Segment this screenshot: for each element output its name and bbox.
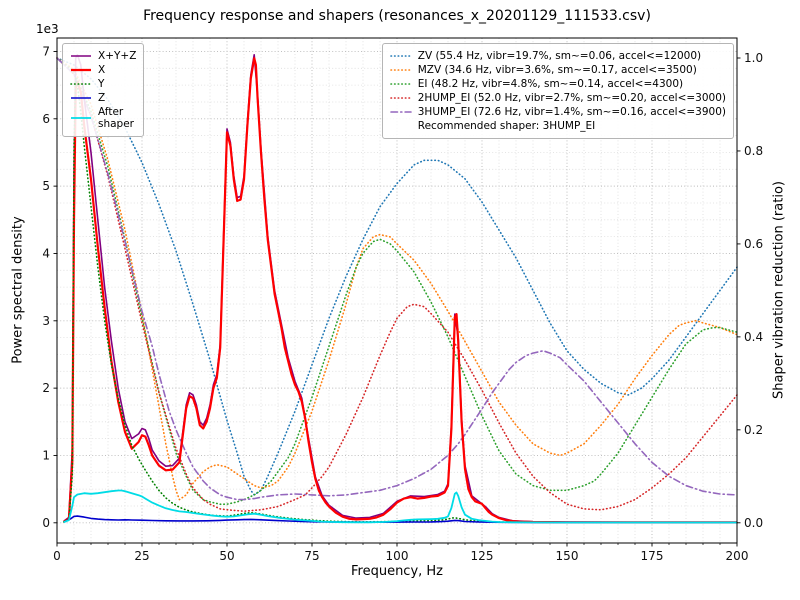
series-ZV bbox=[56, 57, 738, 496]
y-right-tick-label: 0.8 bbox=[744, 144, 763, 158]
legend-row: 3HUMP_EI (72.6 Hz, vibr=1.4%, sm~=0.16, … bbox=[389, 106, 726, 119]
legend-label: MZV (34.6 Hz, vibr=3.6%, sm~=0.17, accel… bbox=[417, 64, 697, 77]
x-tick-label: 150 bbox=[556, 549, 579, 563]
zv-legend-line bbox=[389, 55, 412, 57]
legend-row: EI (48.2 Hz, vibr=4.8%, sm~=0.14, accel<… bbox=[389, 78, 726, 91]
legend-row: X+Y+Z bbox=[70, 50, 136, 62]
y-right-tick-label: 1.0 bbox=[744, 51, 763, 65]
x-y-z-legend-line bbox=[71, 55, 91, 57]
y-right-tick-label: 0.2 bbox=[744, 423, 763, 437]
y-axis-label-right: Shaper vibration reduction (ratio) bbox=[771, 181, 787, 399]
legend-row: Recommended shaper: 3HUMP_EI bbox=[390, 120, 726, 132]
chart-title: Frequency response and shapers (resonanc… bbox=[143, 8, 651, 24]
legend-label: Recommended shaper: 3HUMP_EI bbox=[417, 120, 596, 133]
x-tick-label: 100 bbox=[386, 549, 409, 563]
y-left-tick-label: 5 bbox=[42, 179, 50, 193]
y-left-tick-label: 7 bbox=[42, 44, 50, 58]
legend-label: After shaper bbox=[98, 106, 135, 131]
legend-label: X bbox=[98, 64, 106, 77]
legend-row: 2HUMP_EI (52.0 Hz, vibr=2.7%, sm~=0.20, … bbox=[389, 92, 726, 105]
x-tick-label: 175 bbox=[641, 549, 664, 563]
y-left-tick-label: 0 bbox=[42, 516, 50, 530]
series-After-shaper bbox=[63, 489, 737, 524]
series-3HUMP_EI bbox=[56, 57, 738, 501]
ei-legend-line bbox=[389, 83, 412, 85]
x-tick-label: 0 bbox=[53, 549, 61, 563]
legend-label: 2HUMP_EI (52.0 Hz, vibr=2.7%, sm~=0.20, … bbox=[417, 92, 726, 105]
y-legend-line bbox=[70, 83, 92, 85]
y-left-tick-label: 4 bbox=[42, 246, 50, 260]
2hump_ei-legend-line bbox=[389, 97, 412, 100]
legend-label: Z bbox=[98, 92, 106, 105]
3hump_ei-legend-line bbox=[389, 111, 412, 114]
x-legend-line bbox=[71, 68, 91, 72]
mzv-legend-line bbox=[389, 69, 412, 71]
legend-label: 3HUMP_EI (72.6 Hz, vibr=1.4%, sm~=0.16, … bbox=[417, 106, 726, 119]
legend-shapers: ZV (55.4 Hz, vibr=19.7%, sm~=0.06, accel… bbox=[381, 43, 734, 140]
legend-row: Z bbox=[70, 92, 136, 104]
x-tick-label: 50 bbox=[219, 549, 234, 563]
y-left-tick-label: 6 bbox=[42, 112, 50, 126]
y-axis-label-left: Power spectral density bbox=[10, 216, 26, 364]
x-axis-label: Frequency, Hz bbox=[350, 564, 444, 579]
legend-label: ZV (55.4 Hz, vibr=19.7%, sm~=0.06, accel… bbox=[417, 50, 702, 62]
legend-row: Y bbox=[70, 78, 136, 90]
legend-row: X bbox=[70, 64, 136, 76]
series-Y bbox=[63, 77, 738, 524]
legend-label: Y bbox=[98, 78, 105, 91]
y-right-tick-label: 0.0 bbox=[744, 516, 763, 530]
legend-label: X+Y+Z bbox=[98, 50, 137, 62]
x-tick-label: 200 bbox=[726, 549, 749, 563]
series-MZV bbox=[56, 57, 738, 501]
y-axis-offset-label: 1e3 bbox=[36, 22, 59, 36]
legend-label: EI (48.2 Hz, vibr=4.8%, sm~=0.14, accel<… bbox=[417, 78, 684, 91]
series-EI bbox=[56, 57, 738, 505]
legend-row: After shaper bbox=[70, 106, 136, 130]
series-Z bbox=[63, 515, 737, 524]
y-right-tick-label: 0.4 bbox=[744, 330, 763, 344]
series-2HUMP_EI bbox=[56, 57, 738, 512]
z-legend-line bbox=[71, 97, 91, 100]
series-X bbox=[63, 57, 737, 524]
x-tick-label: 25 bbox=[134, 549, 149, 563]
y-right-tick-label: 0.6 bbox=[744, 237, 763, 251]
x-tick-label: 75 bbox=[304, 549, 319, 563]
y-left-tick-label: 1 bbox=[42, 448, 50, 462]
legend-row: ZV (55.4 Hz, vibr=19.7%, sm~=0.06, accel… bbox=[389, 50, 726, 62]
legend-psd: X+Y+Z X Y Z After shaper bbox=[62, 43, 145, 138]
y-left-tick-label: 3 bbox=[42, 314, 50, 328]
legend-row: MZV (34.6 Hz, vibr=3.6%, sm~=0.17, accel… bbox=[389, 64, 726, 77]
y-left-tick-label: 2 bbox=[42, 381, 50, 395]
after-shaper-legend-line bbox=[71, 117, 91, 120]
x-tick-label: 125 bbox=[471, 549, 494, 563]
